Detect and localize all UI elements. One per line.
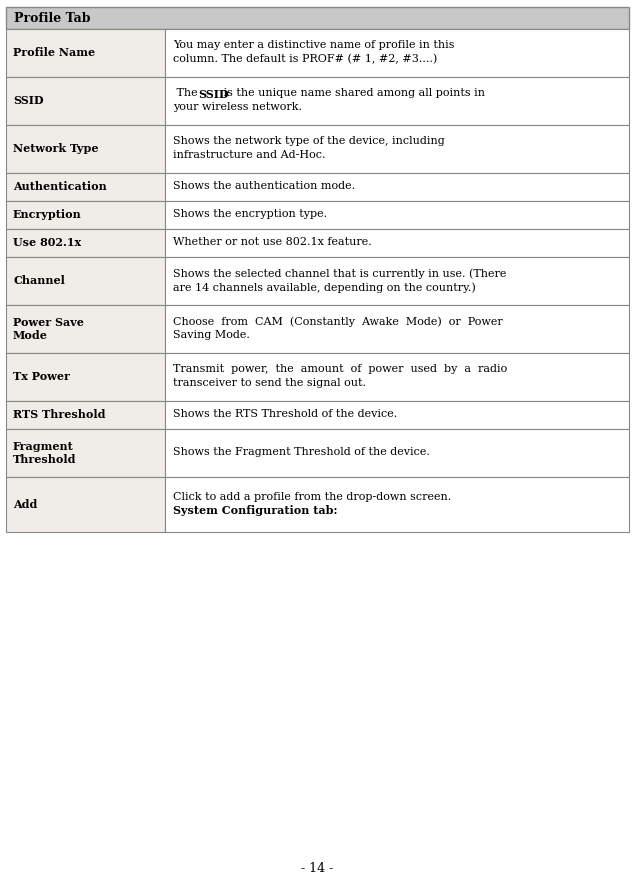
Bar <box>6 229 165 258</box>
Text: Add: Add <box>13 498 37 509</box>
Bar <box>6 258 165 306</box>
Text: Encryption: Encryption <box>13 209 82 220</box>
Bar <box>165 30 629 78</box>
Text: Shows the selected channel that is currently in use. (There: Shows the selected channel that is curre… <box>173 268 506 279</box>
Text: The: The <box>173 89 201 98</box>
Text: Fragment: Fragment <box>13 440 74 451</box>
Text: Authentication: Authentication <box>13 181 107 192</box>
Bar <box>165 306 629 354</box>
Bar <box>165 258 629 306</box>
Text: is the unique name shared among all points in: is the unique name shared among all poin… <box>220 89 485 98</box>
Bar <box>6 478 165 532</box>
Bar <box>6 30 165 78</box>
Bar <box>165 174 629 202</box>
Text: - 14 -: - 14 - <box>302 861 333 874</box>
Text: Network Type: Network Type <box>13 143 98 154</box>
Text: Click to add a profile from the drop-down screen.: Click to add a profile from the drop-dow… <box>173 492 451 501</box>
Text: your wireless network.: your wireless network. <box>173 102 302 112</box>
Text: Use 802.1x: Use 802.1x <box>13 237 81 248</box>
Bar <box>6 430 165 478</box>
Bar <box>165 229 629 258</box>
Text: Shows the RTS Threshold of the device.: Shows the RTS Threshold of the device. <box>173 408 397 419</box>
Bar <box>6 8 629 30</box>
Bar <box>6 174 165 202</box>
Text: Tx Power: Tx Power <box>13 371 70 382</box>
Text: Power Save: Power Save <box>13 316 84 327</box>
Text: infrastructure and Ad-Hoc.: infrastructure and Ad-Hoc. <box>173 150 325 159</box>
Text: Saving Mode.: Saving Mode. <box>173 330 250 339</box>
Text: Shows the authentication mode.: Shows the authentication mode. <box>173 181 355 191</box>
Text: You may enter a distinctive name of profile in this: You may enter a distinctive name of prof… <box>173 41 455 51</box>
Bar <box>6 126 165 174</box>
Text: Profile Name: Profile Name <box>13 47 95 58</box>
Text: System Configuration tab:: System Configuration tab: <box>173 505 337 516</box>
Bar <box>165 430 629 478</box>
Bar <box>165 354 629 401</box>
Bar <box>165 202 629 229</box>
Bar <box>165 126 629 174</box>
Text: RTS Threshold: RTS Threshold <box>13 408 105 420</box>
Bar <box>6 354 165 401</box>
Bar <box>165 478 629 532</box>
Text: SSID: SSID <box>198 89 229 99</box>
Bar <box>6 78 165 126</box>
Bar <box>6 306 165 354</box>
Text: Whether or not use 802.1x feature.: Whether or not use 802.1x feature. <box>173 237 371 247</box>
Text: SSID: SSID <box>13 95 44 106</box>
Text: Shows the Fragment Threshold of the device.: Shows the Fragment Threshold of the devi… <box>173 447 430 457</box>
Text: Shows the network type of the device, including: Shows the network type of the device, in… <box>173 136 444 146</box>
Text: Channel: Channel <box>13 275 65 286</box>
Text: transceiver to send the signal out.: transceiver to send the signal out. <box>173 377 366 387</box>
Text: are 14 channels available, depending on the country.): are 14 channels available, depending on … <box>173 282 476 292</box>
Text: Shows the encryption type.: Shows the encryption type. <box>173 209 327 219</box>
Text: Threshold: Threshold <box>13 454 76 464</box>
Bar <box>6 202 165 229</box>
Bar <box>165 78 629 126</box>
Text: Profile Tab: Profile Tab <box>14 12 91 26</box>
Text: column. The default is PROF# (# 1, #2, #3....): column. The default is PROF# (# 1, #2, #… <box>173 54 437 65</box>
Text: Mode: Mode <box>13 330 48 340</box>
Bar <box>165 401 629 430</box>
Text: Choose  from  CAM  (Constantly  Awake  Mode)  or  Power: Choose from CAM (Constantly Awake Mode) … <box>173 316 503 327</box>
Text: Transmit  power,  the  amount  of  power  used  by  a  radio: Transmit power, the amount of power used… <box>173 364 507 374</box>
Bar <box>6 401 165 430</box>
